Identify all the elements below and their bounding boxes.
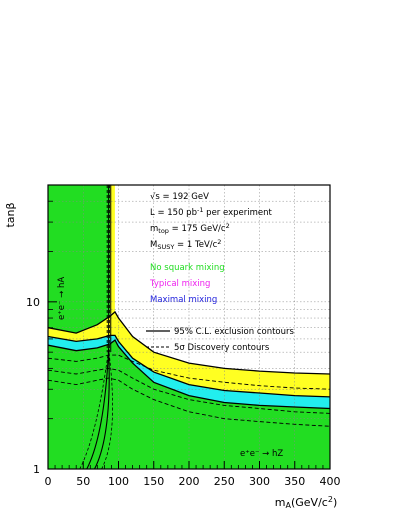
x-tick-label: 150 (143, 475, 164, 488)
no-mixing-label: No squark mixing (150, 263, 225, 273)
discovery-contour (79, 349, 110, 469)
x-tick-label: 250 (214, 475, 235, 488)
x-tick-label: 200 (179, 475, 200, 488)
maximal-mixing-band (48, 335, 330, 409)
exclusion-contour (94, 349, 110, 469)
lumi-annotation: L = 150 pb-1 per experiment (150, 206, 272, 218)
exclusion-contour (86, 349, 110, 469)
x-tick-label: 300 (249, 475, 270, 488)
x-tick-label: 100 (108, 475, 129, 488)
process-hA-label: e⁺e⁻ → hA (57, 277, 67, 320)
x-tick-label: 400 (320, 475, 341, 488)
x-axis-label: mA(GeV/c2) (275, 495, 337, 510)
maximal-mixing-label: Maximal mixing (150, 295, 217, 305)
mtop-annotation: mtop = 175 GeV/c2 (150, 222, 230, 235)
discovery-contour (48, 367, 330, 414)
typical-vertical-strip (110, 185, 115, 314)
x-tick-label: 50 (76, 475, 90, 488)
process-hZ-label: e⁺e⁻ → hZ (240, 449, 283, 459)
legend-dashed-label: 5σ Discovery contours (174, 343, 270, 353)
legend-solid-label: 95% C.L. exclusion contours (174, 327, 295, 337)
sqrt-s-annotation: √s = 192 GeV (150, 192, 209, 202)
y-axis-label: tanβ (4, 202, 17, 227)
exclusion-contour (48, 334, 330, 398)
plot-area (47, 184, 331, 470)
x-tick-label: 350 (284, 475, 305, 488)
y-tick-label: 1 (33, 463, 40, 476)
exclusion-contour (48, 310, 330, 375)
x-tick-label: 0 (45, 475, 52, 488)
discovery-contour (48, 377, 330, 427)
msusy-annotation: MSUSY = 1 TeV/c2 (150, 238, 221, 251)
discovery-contour (48, 354, 330, 390)
exclusion-contour (48, 339, 330, 410)
excluded-region (48, 340, 330, 469)
typical-mixing-label: Typical mixing (149, 279, 210, 289)
y-tick-label: 10 (26, 296, 40, 309)
